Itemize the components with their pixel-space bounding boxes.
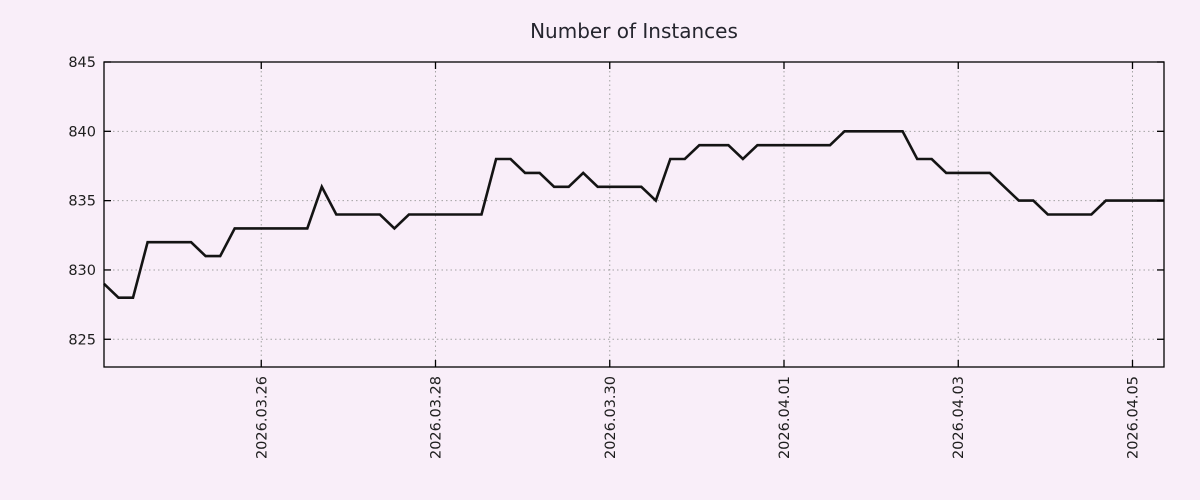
x-tick-label: 2026.04.03 (951, 376, 967, 459)
y-axis-labels: 825 830 835 840 845 (68, 55, 96, 348)
x-axis-labels: 2026.03.26 2026.03.28 2026.03.30 2026.04.01… (254, 376, 1141, 459)
x-tick-label: 2026.03.28 (429, 376, 445, 459)
y-tick-label: 840 (68, 124, 96, 140)
x-tick-label: 2026.03.26 (254, 376, 270, 459)
chart-title: Number of Instances (530, 19, 738, 43)
x-tick-label: 2026.03.30 (603, 376, 619, 459)
y-tick-label: 835 (68, 194, 96, 210)
y-tick-label: 825 (68, 332, 96, 348)
plot-border (103, 61, 1165, 368)
x-tick-label: 2026.04.01 (777, 376, 793, 459)
x-tick-label: 2026.04.05 (1125, 376, 1141, 459)
tick-marks (104, 61, 1164, 367)
series-line (103, 130, 1164, 300)
y-tick-label: 845 (68, 55, 96, 71)
y-tick-label: 830 (68, 263, 96, 279)
gridlines (104, 62, 1164, 367)
